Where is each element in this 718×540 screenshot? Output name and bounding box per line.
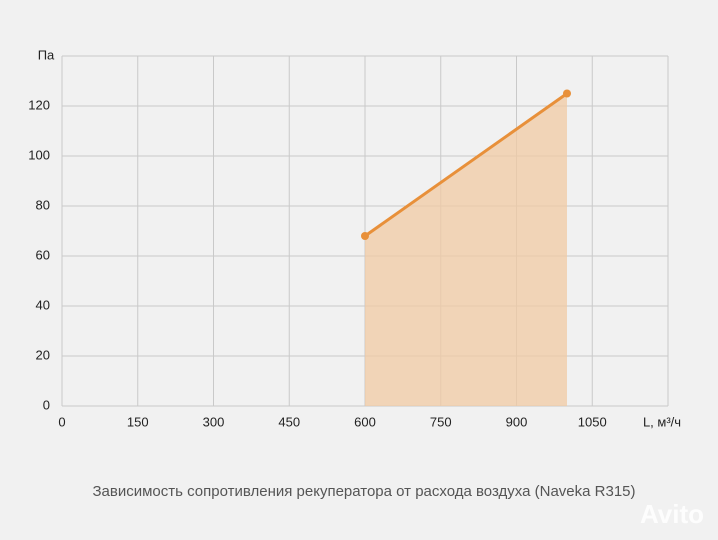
- point: [361, 232, 369, 240]
- x-tick-label: 1050: [578, 414, 607, 429]
- y-tick-label: 20: [36, 347, 50, 362]
- y-tick-label: 0: [43, 397, 50, 412]
- line: [364, 92, 568, 238]
- x-tick-label: 450: [278, 414, 300, 429]
- x-tick-label: 300: [203, 414, 225, 429]
- y-tick-label: 60: [36, 247, 50, 262]
- x-tick-label: 150: [127, 414, 149, 429]
- y-tick-label: 120: [28, 97, 50, 112]
- point: [563, 89, 571, 98]
- chart-title: Зависимость сопротивления рекуператора о…: [92, 483, 635, 500]
- x-tick-label: 900: [506, 414, 528, 429]
- watermark: Avito: [640, 499, 704, 529]
- y-axis-label: Па: [38, 47, 55, 62]
- x-axis-label: L, м³/ч: [643, 414, 681, 429]
- area: [365, 93, 567, 406]
- x-tick-label: 600: [354, 414, 376, 429]
- x-tick-label: 750: [430, 414, 452, 429]
- x-tick-label: 0: [58, 414, 65, 429]
- y-tick-label: 80: [36, 197, 50, 212]
- y-tick-label: 40: [36, 297, 50, 312]
- y-tick-label: 100: [28, 147, 50, 162]
